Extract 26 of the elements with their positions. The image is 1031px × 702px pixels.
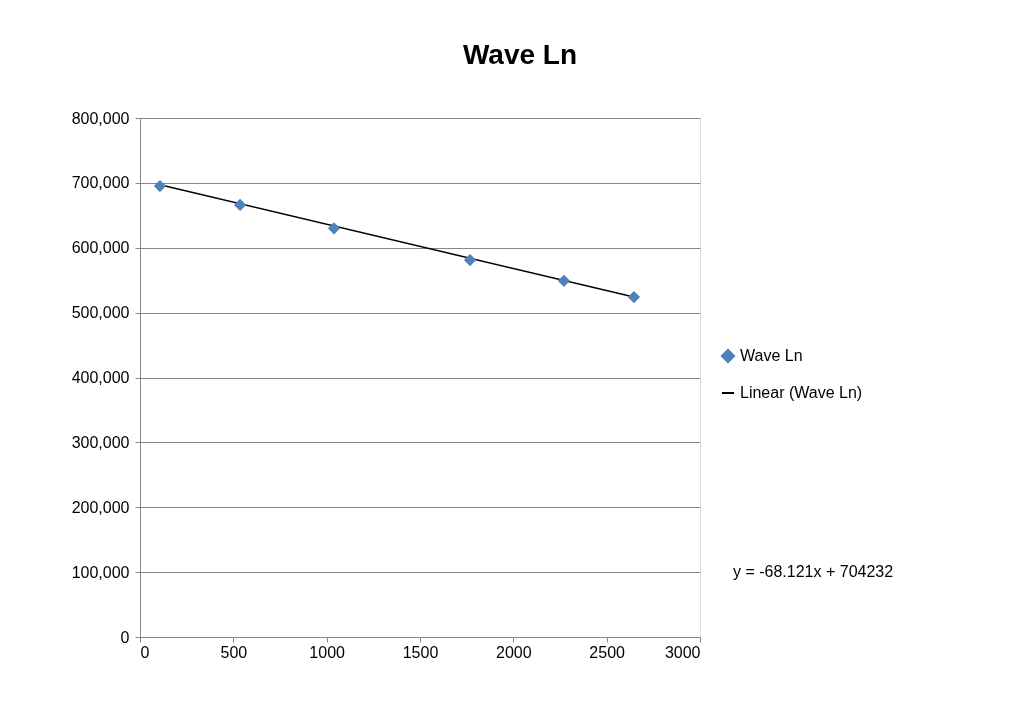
point bbox=[233, 198, 247, 212]
y-tick-label: 600,000 bbox=[71, 239, 130, 257]
x-tick-label: 2500 bbox=[589, 643, 626, 661]
text: y = -68.121x + 704232 bbox=[733, 563, 894, 580]
y-tick-label: 100,000 bbox=[71, 563, 130, 581]
y-tick-label: 500,000 bbox=[71, 304, 130, 322]
chart-title: Wave Ln bbox=[462, 39, 578, 70]
y-tick-label: 400,000 bbox=[71, 369, 130, 386]
x-tick-label: 3000 bbox=[664, 643, 701, 661]
x-tick-label: 1500 bbox=[402, 643, 439, 661]
x-tick-label: 500 bbox=[220, 643, 248, 661]
y-tick-label: 0 bbox=[120, 628, 130, 646]
y-tick-label: 700,000 bbox=[71, 174, 130, 192]
y-tick-label: 300,000 bbox=[71, 433, 130, 451]
legend-label: Wave Ln bbox=[740, 347, 803, 364]
x-tick-label: 2000 bbox=[496, 643, 532, 661]
point bbox=[153, 179, 167, 193]
point bbox=[327, 222, 341, 235]
point bbox=[463, 253, 477, 267]
y-tick-label: 800,000 bbox=[71, 109, 130, 127]
point bbox=[627, 290, 641, 304]
x-tick-label: 1000 bbox=[309, 643, 346, 661]
x-tick-label: 0 bbox=[140, 643, 150, 661]
point bbox=[557, 274, 571, 287]
y-tick-label: 200,000 bbox=[71, 498, 130, 516]
legend-label: Linear (Wave Ln) bbox=[740, 384, 863, 401]
